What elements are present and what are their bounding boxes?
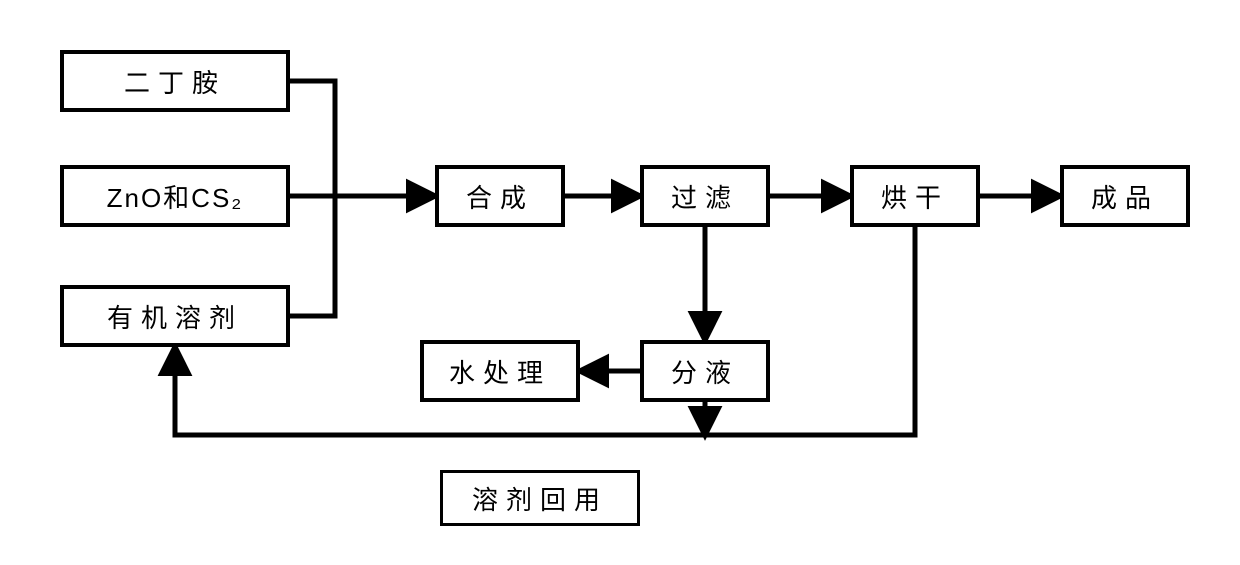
node-sep: 分液 — [640, 340, 770, 402]
node-water: 水处理 — [420, 340, 580, 402]
node-synth: 合成 — [435, 165, 565, 227]
node-recycle: 溶剂回用 — [440, 470, 640, 526]
node-dry: 烘干 — [850, 165, 980, 227]
edge — [290, 196, 335, 316]
node-input3: 有机溶剂 — [60, 285, 290, 347]
node-filter: 过滤 — [640, 165, 770, 227]
edge — [290, 81, 335, 196]
node-input1: 二丁胺 — [60, 50, 290, 112]
node-product: 成品 — [1060, 165, 1190, 227]
node-input2: ZnO和CS₂ — [60, 165, 290, 227]
